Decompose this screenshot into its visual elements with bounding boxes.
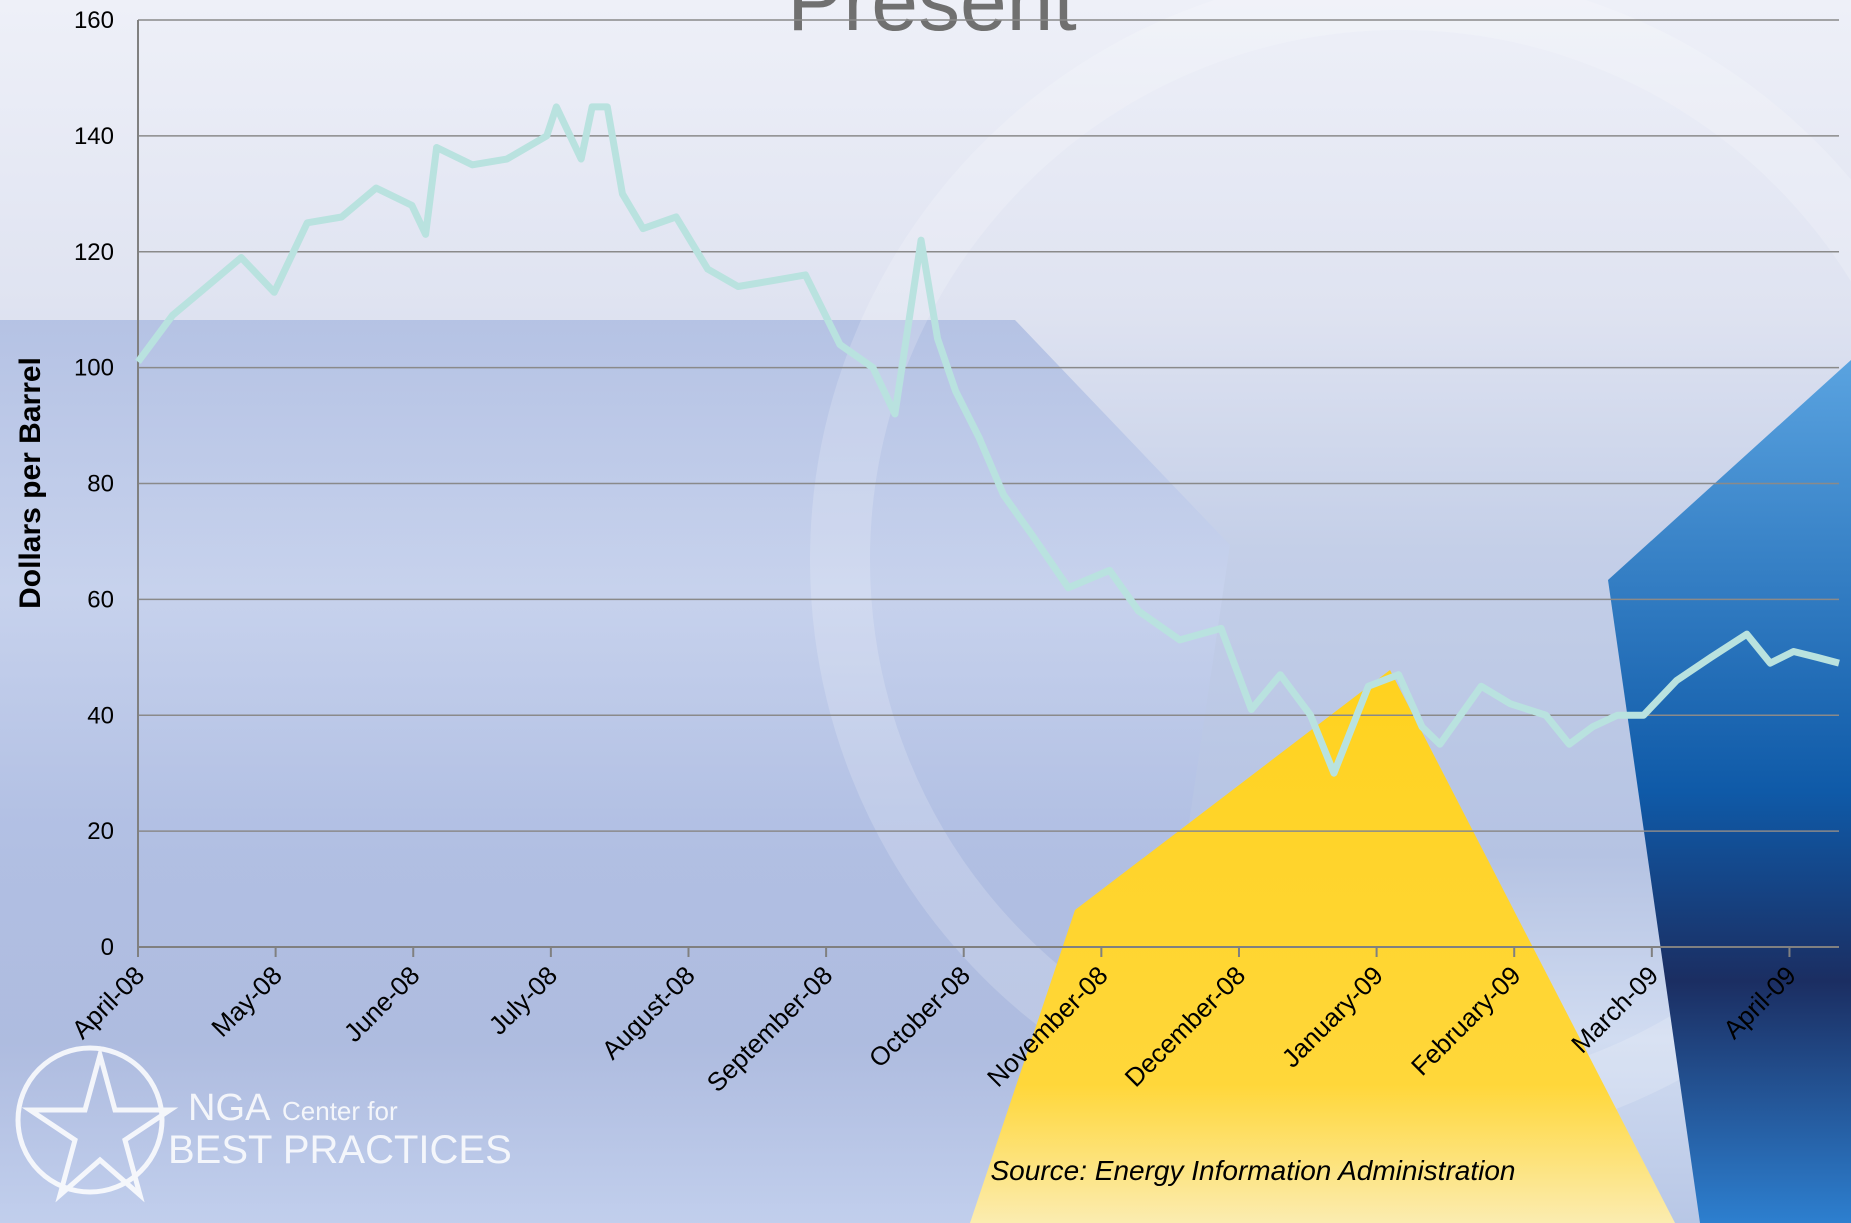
background-blue	[1608, 360, 1851, 1223]
logo: NGA Center for BEST PRACTICES	[15, 1045, 512, 1203]
logo-line2: BEST PRACTICES	[168, 1128, 512, 1172]
y-axis-label: Dollars per Barrel	[14, 357, 47, 609]
y-tick-label: 60	[87, 586, 114, 613]
source-note: Source: Energy Information Administratio…	[991, 1155, 1516, 1186]
y-tick-label: 140	[74, 123, 114, 150]
y-tick-label: 40	[87, 702, 114, 729]
y-tick-label: 20	[87, 818, 114, 845]
logo-name: NGA	[188, 1087, 271, 1129]
y-tick-label: 0	[101, 934, 114, 961]
chart-title: Present	[787, 0, 1077, 48]
y-tick-label: 160	[74, 7, 114, 34]
y-tick-label: 80	[87, 471, 114, 498]
logo-sub: Center for	[282, 1096, 398, 1126]
data-line	[135, 103, 1840, 777]
y-tick-label: 120	[74, 239, 114, 266]
logo-star	[21, 1045, 179, 1203]
logo-ring	[15, 1045, 165, 1195]
background-band	[0, 320, 1230, 1223]
y-tick-label: 100	[74, 355, 114, 382]
